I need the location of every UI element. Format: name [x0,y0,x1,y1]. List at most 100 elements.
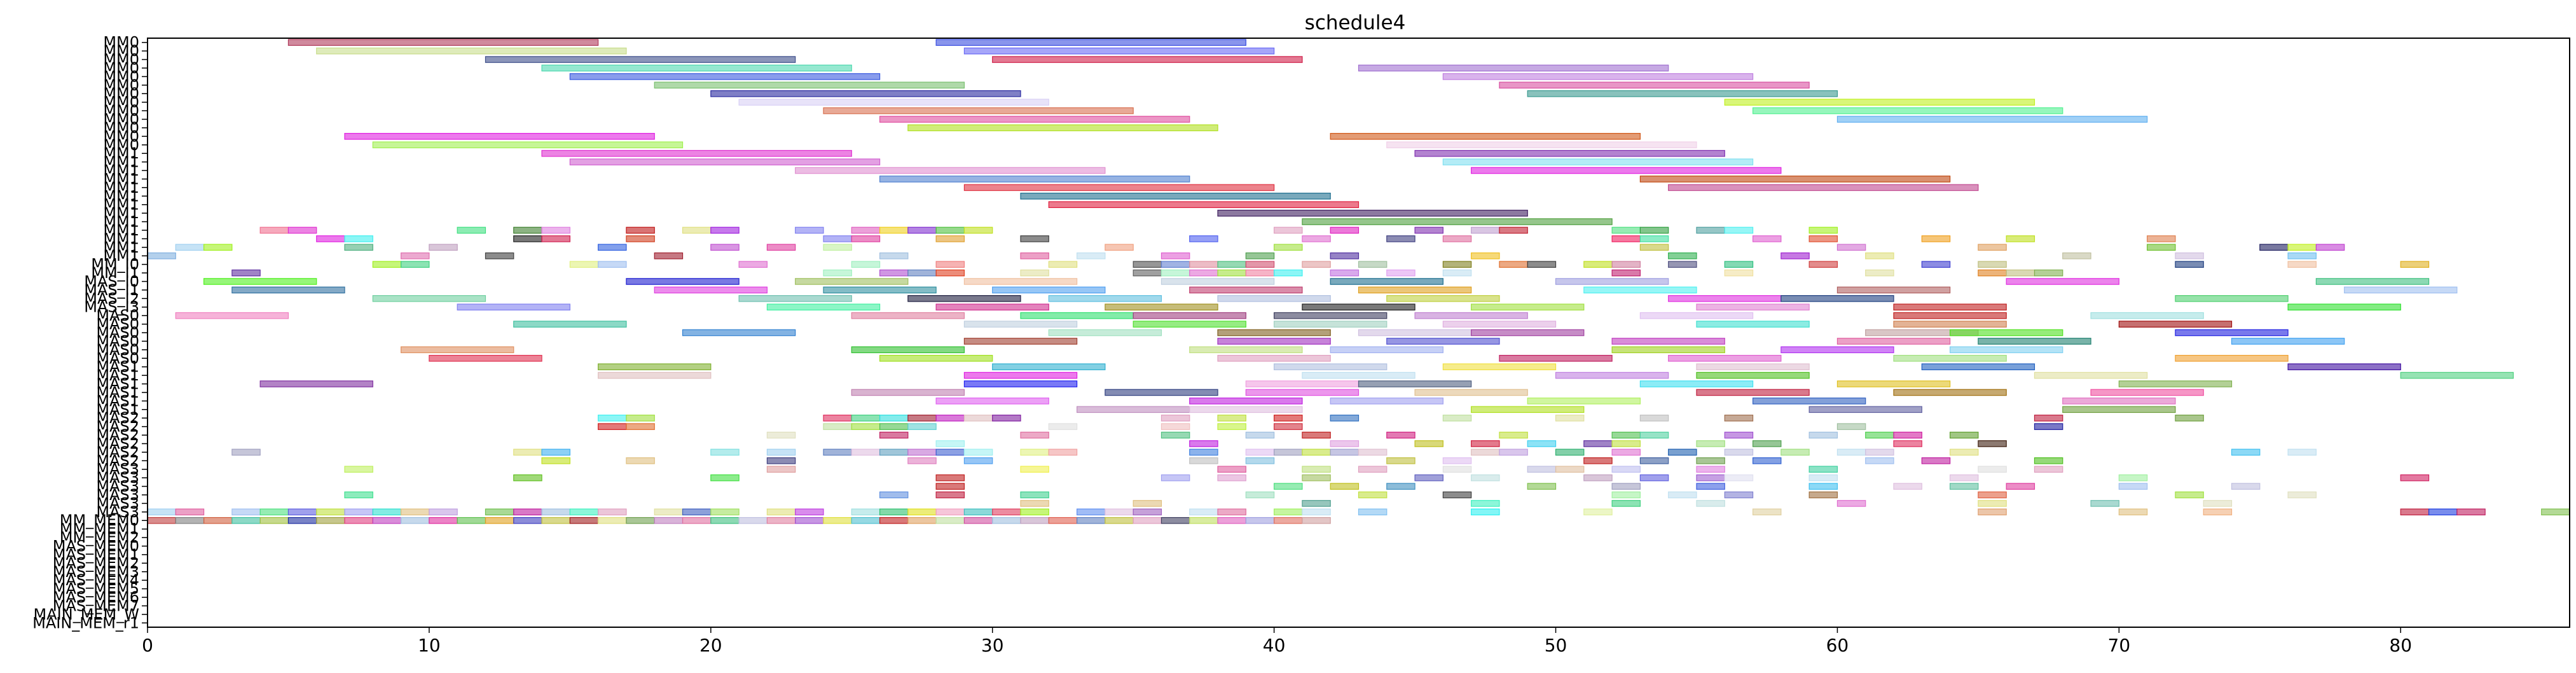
gantt-bar [1668,184,1979,191]
gantt-bar [259,380,373,387]
gantt-bar [935,269,965,277]
gantt-bar [1724,474,1754,482]
gantt-bar [766,508,796,516]
gantt-bar [1893,312,2007,319]
gantt-bar [1555,278,1669,285]
gantt-bar [1330,414,1360,422]
gantt-bar [1189,440,1218,447]
gantt-bar [766,244,796,251]
gantt-bar [2090,500,2119,507]
gantt-bar [2034,457,2063,464]
gantt-bar [231,269,261,277]
gantt-bar [1020,252,1049,260]
gantt-bar [1921,235,1951,242]
gantt-bar [1217,295,1331,302]
gantt-bar [1471,329,1585,336]
gantt-bar [1668,295,1782,302]
y-tick-label: MAS_MEM4 [53,571,139,589]
gantt-bar [795,278,909,285]
gantt-bar [1611,226,1641,234]
gantt-bar [372,261,402,268]
y-tick-label: MAS2 [96,434,139,452]
y-tick-label: MAS0 [96,349,139,367]
y-tick-label: MM1 [103,247,139,265]
gantt-bar [879,508,909,516]
gantt-bar [1978,491,2007,499]
gantt-bar [2034,414,2063,422]
gantt-bar [513,226,542,234]
gantt-bar [1950,346,2063,354]
gantt-bar [1274,483,1303,490]
gantt-bar [626,517,655,524]
gantt-bar [287,517,317,524]
gantt-bar [935,491,965,499]
gantt-bar [1217,508,1246,516]
gantt-bar [344,491,373,499]
gantt-bar [1217,466,1246,473]
gantt-bar [907,124,1218,132]
gantt-bar [963,278,1078,285]
gantt-bar [1978,440,2007,447]
gantt-bar [1836,380,1951,387]
gantt-bar [1639,235,1669,242]
gantt-bar [344,235,373,242]
gantt-bar [2287,244,2317,251]
gantt-bar [1245,269,1275,277]
gantt-bar [401,252,430,260]
gantt-bar [710,448,740,456]
gantt-bar [1386,483,1415,490]
gantt-bar [1105,389,1218,396]
gantt-bar [654,286,768,294]
y-tick-label: MM1 [103,239,139,256]
y-tick-label: MAS2 [96,452,139,469]
gantt-bar [1414,226,1443,234]
gantt-bar [1583,286,1697,294]
gantt-bar [963,47,1275,55]
gantt-bar [1020,491,1049,499]
y-tick-label: MAS_MEM5 [53,580,139,598]
gantt-bar [1358,261,1388,268]
gantt-bar [231,286,345,294]
gantt-bar [1668,491,1697,499]
gantt-bar [1639,244,1669,251]
gantt-bar [513,474,542,482]
gantt-bar [2062,406,2176,413]
gantt-bar [823,423,852,430]
gantt-bar [1105,244,1134,251]
gantt-bar [147,517,176,524]
gantt-bar [1189,261,1218,268]
gantt-bar [2175,261,2204,268]
gantt-bar [1893,440,1922,447]
gantt-bar [1245,457,1275,464]
x-tick-label: 40 [1263,635,1286,656]
gantt-bar [2287,261,2317,268]
gantt-bar [1189,286,1303,294]
gantt-bar [1386,457,1415,464]
gantt-bar [1808,491,1838,499]
gantt-bar [823,235,852,242]
gantt-bar [907,508,937,516]
y-tick-label: MM0 [103,51,139,69]
gantt-bar [1076,252,1106,260]
gantt-bar [992,517,1021,524]
gantt-bar [1302,431,1331,439]
y-tick-label: MAIN_MEM_r1 [32,614,139,632]
gantt-bar [2259,244,2289,251]
gantt-bar [1611,346,1725,354]
gantt-bar [879,431,909,439]
gantt-bar [1048,201,1360,208]
gantt-bar [1724,226,1754,234]
gantt-bar [1217,338,1331,345]
y-tick-label: MAS1 [96,375,139,393]
y-tick-label: MM_I0 [91,256,139,274]
y-tick-label: MAS0 [96,324,139,342]
gantt-bar [1696,466,1725,473]
gantt-bar [851,346,965,354]
gantt-bar [1133,261,1162,268]
gantt-bar [541,235,570,242]
gantt-bar [907,295,1021,302]
gantt-bar [1752,440,1782,447]
gantt-bar [1386,269,1415,277]
gantt-bar [1639,312,1754,319]
